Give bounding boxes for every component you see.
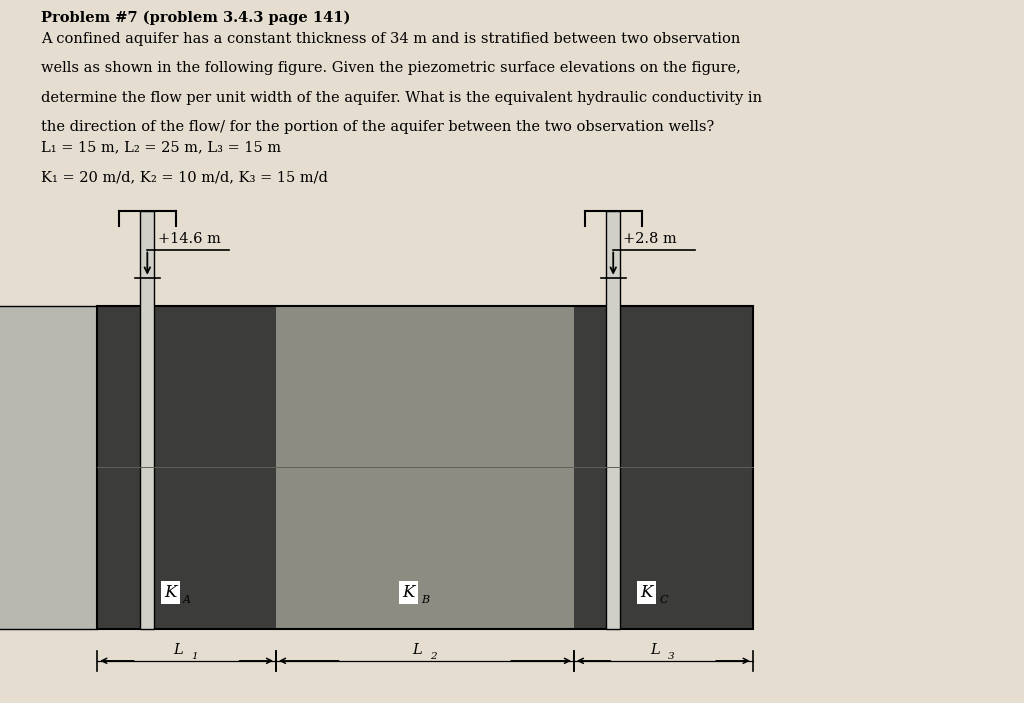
Text: Problem #7 (problem 3.4.3 page 141): Problem #7 (problem 3.4.3 page 141) — [41, 11, 350, 25]
Text: K: K — [164, 584, 176, 601]
Text: C: C — [659, 595, 668, 605]
Text: A: A — [182, 595, 190, 605]
Text: K: K — [402, 584, 415, 601]
Bar — [97, 306, 753, 629]
Text: determine the flow per unit width of the aquifer. What is the equivalent hydraul: determine the flow per unit width of the… — [41, 91, 762, 105]
Text: 3: 3 — [668, 652, 675, 661]
Text: L: L — [650, 643, 659, 657]
Text: 2: 2 — [430, 652, 436, 661]
Text: K₁ = 20 m/d, K₂ = 10 m/d, K₃ = 15 m/d: K₁ = 20 m/d, K₂ = 10 m/d, K₃ = 15 m/d — [41, 170, 328, 184]
Bar — [573, 306, 753, 629]
Text: L₁ = 15 m, L₂ = 25 m, L₃ = 15 m: L₁ = 15 m, L₂ = 25 m, L₃ = 15 m — [41, 141, 281, 155]
Text: B: B — [421, 595, 429, 605]
Bar — [606, 211, 621, 629]
Text: +14.6 m: +14.6 m — [158, 232, 220, 246]
Text: K: K — [641, 584, 653, 601]
Text: wells as shown in the following figure. Given the piezometric surface elevations: wells as shown in the following figure. … — [41, 61, 740, 75]
Bar — [97, 306, 276, 629]
Text: L: L — [412, 643, 422, 657]
Bar — [0, 306, 108, 629]
Text: +2.8 m: +2.8 m — [624, 232, 677, 246]
Bar — [140, 211, 155, 629]
Text: A confined aquifer has a constant thickness of 34 m and is stratified between tw: A confined aquifer has a constant thickn… — [41, 32, 740, 46]
Text: L: L — [174, 643, 183, 657]
Text: 1: 1 — [191, 652, 199, 661]
Bar — [276, 306, 573, 629]
Text: the direction of the flow/ for the portion of the aquifer between the two observ: the direction of the flow/ for the porti… — [41, 120, 714, 134]
